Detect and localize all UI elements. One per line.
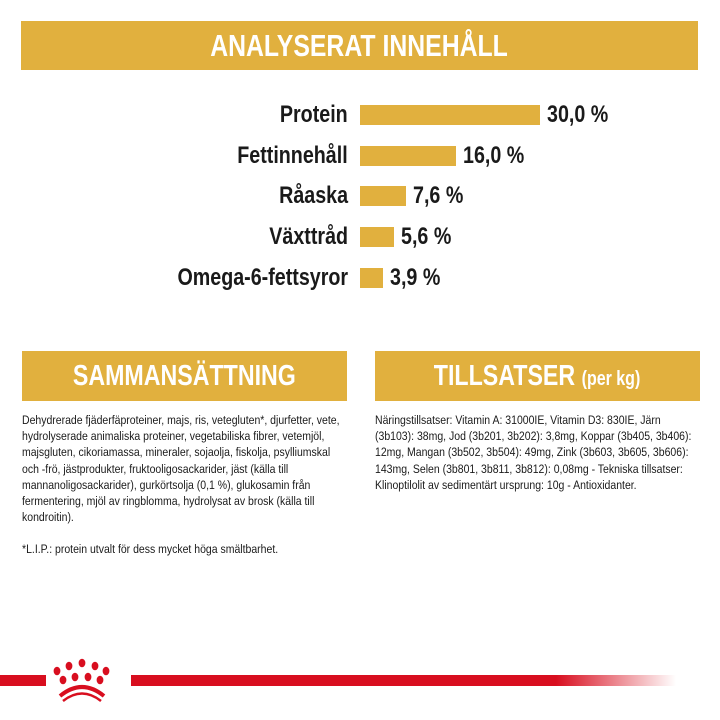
- analysis-bar: [360, 146, 456, 166]
- composition-header: SAMMANSÄTTNING: [22, 351, 347, 401]
- analysis-row: Växttråd 5,6 %: [0, 222, 720, 252]
- analysis-label: Växttråd: [269, 223, 348, 250]
- composition-body: Dehydrerade fjäderfäproteiner, majs, ris…: [22, 412, 340, 558]
- analysis-value: 5,6 %: [400, 223, 451, 250]
- analysis-bar: [360, 268, 384, 288]
- analysis-row: Omega-6-fettsyror 3,9 %: [0, 263, 720, 293]
- additives-text: Näringstillsatser: Vitamin A: 31000IE, V…: [375, 413, 692, 492]
- royal-canin-crown-icon: [53, 658, 110, 702]
- brand-line-left: [0, 675, 46, 686]
- analysis-value: 30,0 %: [547, 101, 609, 128]
- additives-title-suffix: (per kg): [582, 367, 641, 390]
- analysis-title-banner: ANALYSERAT INNEHÅLL: [21, 21, 698, 70]
- composition-title: SAMMANSÄTTNING: [73, 359, 296, 392]
- additives-title: TILLSATSER: [434, 359, 576, 392]
- brand-line: [131, 675, 676, 686]
- analysis-value: 3,9 %: [390, 264, 441, 291]
- analysis-bar: [360, 186, 406, 206]
- analysis-label: Råaska: [279, 182, 348, 209]
- analysis-bar: [360, 227, 394, 247]
- analysis-bar: [360, 105, 540, 125]
- analysis-title: ANALYSERAT INNEHÅLL: [210, 27, 509, 63]
- analysis-row: Råaska 7,6 %: [0, 181, 720, 211]
- analysis-row: Fettinnehåll 16,0 %: [0, 141, 720, 171]
- analysis-label: Fettinnehåll: [237, 142, 348, 169]
- analysis-value: 16,0 %: [463, 142, 525, 169]
- analysis-label: Omega-6-fettsyror: [177, 264, 348, 291]
- analysis-label: Protein: [280, 101, 348, 128]
- analysis-value: 7,6 %: [412, 182, 463, 209]
- analysis-row: Protein 30,0 %: [0, 100, 720, 130]
- composition-text: Dehydrerade fjäderfäproteiner, majs, ris…: [22, 413, 340, 525]
- additives-body: Näringstillsatser: Vitamin A: 31000IE, V…: [375, 412, 702, 493]
- composition-footnote: *L.I.P.: protein utvalt för dess mycket …: [22, 542, 279, 557]
- additives-header: TILLSATSER (per kg): [375, 351, 700, 401]
